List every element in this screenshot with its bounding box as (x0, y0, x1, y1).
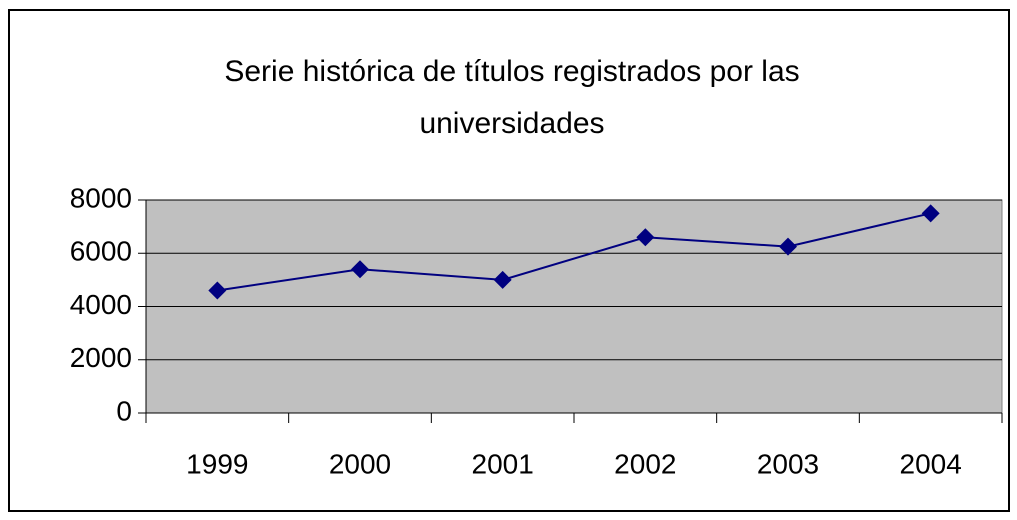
data-point (636, 228, 655, 247)
y-tick-label: 4000 (70, 289, 132, 320)
y-tick-label: 2000 (70, 342, 132, 373)
x-tick-label: 2003 (757, 448, 819, 479)
y-tick-label: 6000 (70, 236, 132, 267)
x-tick-label: 2001 (472, 448, 534, 479)
x-tick-label: 2000 (329, 448, 391, 479)
data-point (493, 270, 512, 289)
y-tick-label: 8000 (70, 182, 132, 213)
x-tick-label: 2004 (900, 448, 962, 479)
x-tick-label: 1999 (186, 448, 248, 479)
x-tick-label: 2002 (614, 448, 676, 479)
data-point (921, 204, 940, 223)
data-point (208, 281, 227, 300)
y-tick-label: 0 (116, 395, 132, 426)
data-point (779, 237, 797, 256)
data-point (351, 260, 369, 279)
series-line (217, 212, 931, 292)
chart-title: Serie histórica de títulos registrados p… (224, 55, 800, 140)
